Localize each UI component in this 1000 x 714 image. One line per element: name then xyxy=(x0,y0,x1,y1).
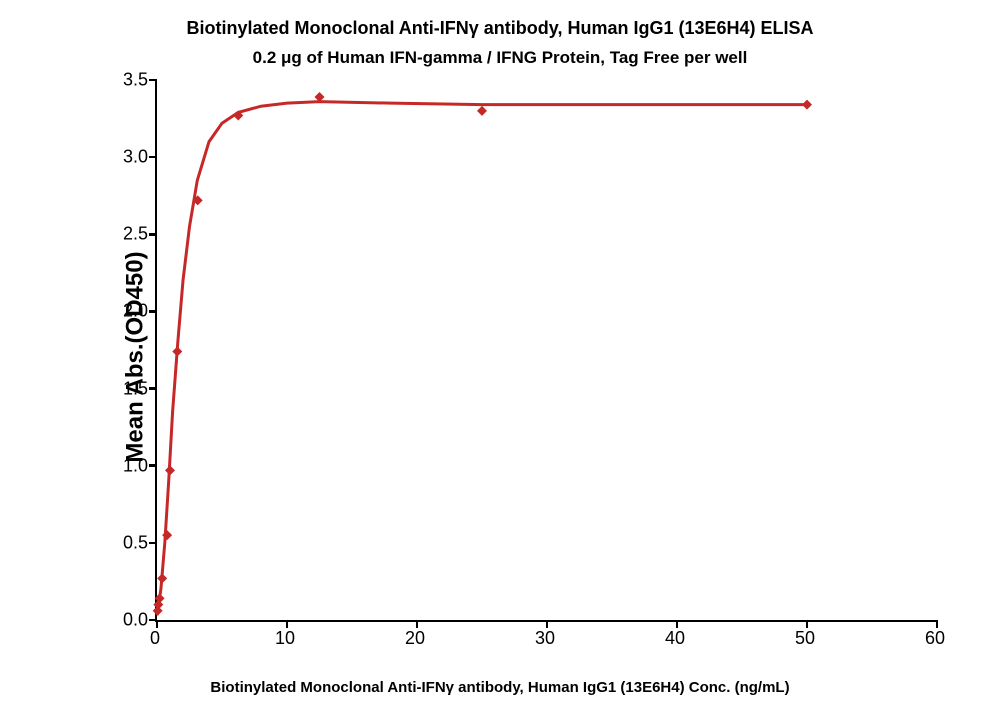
x-axis-label: Biotinylated Monoclonal Anti-IFNγ antibo… xyxy=(0,679,1000,696)
y-tick xyxy=(149,233,157,236)
x-tick-label: 60 xyxy=(925,628,945,649)
x-tick xyxy=(546,620,549,628)
x-tick-label: 10 xyxy=(275,628,295,649)
data-marker xyxy=(165,465,175,475)
x-tick-label: 30 xyxy=(535,628,555,649)
x-tick xyxy=(156,620,159,628)
y-tick-label: 0.5 xyxy=(98,532,148,553)
y-tick-label: 0.0 xyxy=(98,610,148,631)
y-tick xyxy=(149,387,157,390)
y-axis-label: Mean Abs.(OD450) xyxy=(122,251,150,462)
y-tick-label: 3.5 xyxy=(98,70,148,91)
y-tick-label: 1.5 xyxy=(98,378,148,399)
plot-area xyxy=(155,80,937,622)
fitted-curve xyxy=(157,102,807,616)
y-tick xyxy=(149,464,157,467)
data-marker xyxy=(157,573,167,583)
data-marker xyxy=(172,347,182,357)
plot-svg xyxy=(157,80,937,620)
x-tick xyxy=(416,620,419,628)
x-tick xyxy=(936,620,939,628)
chart-title-sub: 0.2 μg of Human IFN-gamma / IFNG Protein… xyxy=(0,48,1000,68)
x-tick xyxy=(806,620,809,628)
y-tick xyxy=(149,79,157,82)
y-tick-label: 3.0 xyxy=(98,147,148,168)
y-tick-label: 1.0 xyxy=(98,455,148,476)
y-tick xyxy=(149,156,157,159)
x-tick xyxy=(286,620,289,628)
chart-container: Biotinylated Monoclonal Anti-IFNγ antibo… xyxy=(0,0,1000,714)
y-tick-label: 2.5 xyxy=(98,224,148,245)
x-tick xyxy=(676,620,679,628)
y-tick xyxy=(149,542,157,545)
x-tick-label: 0 xyxy=(150,628,160,649)
chart-title-main: Biotinylated Monoclonal Anti-IFNγ antibo… xyxy=(0,18,1000,39)
data-marker xyxy=(477,106,487,116)
x-tick-label: 50 xyxy=(795,628,815,649)
x-tick-label: 40 xyxy=(665,628,685,649)
x-tick-label: 20 xyxy=(405,628,425,649)
y-tick xyxy=(149,310,157,313)
data-marker xyxy=(802,100,812,110)
y-tick-label: 2.0 xyxy=(98,301,148,322)
